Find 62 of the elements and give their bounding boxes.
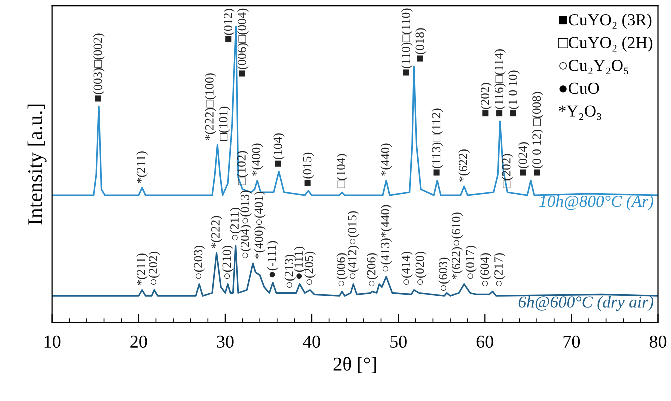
x-tick-label: 10 [44, 336, 61, 348]
annotation: ○(211) [230, 208, 242, 241]
x-tick-label: 40 [303, 336, 320, 348]
annotation: ●(111) [294, 247, 306, 280]
annotation: *(211) [136, 152, 148, 184]
annotation: ●CuO [560, 82, 600, 94]
series-label: 10h@800°C (Ar) [540, 195, 654, 211]
annotation: ■(110)□(110) [402, 8, 413, 76]
annotation: ■(116)□(114) [494, 50, 506, 117]
annotation: ○(213) [284, 254, 296, 288]
x-axis-title: 2θ [°] [334, 357, 376, 374]
annotation: ○(603) [438, 258, 450, 291]
annotation: □(104) [336, 154, 348, 188]
x-tick-label: 80 [650, 336, 667, 348]
y-axis-title: Intensity [a.u.] [28, 104, 47, 225]
series-label: 6h@600°C (dry air) [518, 296, 654, 312]
annotation: ■(006)□(004) [238, 8, 249, 77]
x-tick-label: 70 [564, 336, 580, 348]
annotation: ■(015) [302, 152, 314, 186]
annotation: ○(210) [222, 246, 234, 280]
annotation: ■(024) [518, 142, 530, 176]
annotation: ○(205) [304, 252, 316, 286]
annotation: ○(020) [415, 252, 427, 286]
annotation: ○(206) [366, 253, 378, 287]
annotation: ■CuYO₂ (3R) [559, 14, 652, 30]
annotation: ■(012) [224, 9, 235, 43]
annotation: ○(414) [402, 252, 413, 286]
annotation: ■(202) [480, 83, 492, 117]
x-tick-label: 50 [390, 336, 407, 348]
annotation: □(202) [502, 154, 514, 188]
annotation: ■(018) [415, 28, 427, 62]
annotation: ○(204)○(013) [240, 190, 252, 258]
annotation: ○(203) [194, 246, 206, 280]
annotation: *(222)□(100) [205, 74, 216, 140]
annotation: □(101) [218, 106, 230, 141]
annotation: ○(217) [494, 253, 506, 287]
annotation: ○(017) [466, 246, 477, 280]
annotation: *(400) [252, 144, 264, 176]
annotation: ●(-111) [267, 241, 279, 278]
annotation: *(622)○(610) [452, 212, 464, 280]
annotation: ○(413)*(440) [380, 205, 392, 272]
annotation: ○(412)○(015) [348, 211, 360, 280]
annotation: ■(1 0 10) [508, 70, 520, 117]
annotation: *(440) [380, 144, 392, 176]
annotation: *(211) [136, 254, 148, 286]
annotation: ■(0 0 12) □(008) [532, 92, 544, 176]
annotation: ○(006) [336, 253, 348, 287]
annotation: ■(113)□(112) [432, 108, 444, 176]
annotation: ○Cu₂Y₂O₅ [560, 60, 628, 75]
x-tick-label: 20 [130, 336, 148, 348]
annotation: *(400)○(401) [254, 192, 266, 259]
annotation: *Y₂O₃ [559, 106, 602, 120]
annotation: ○(604) [480, 253, 492, 287]
x-tick-label: 60 [476, 336, 494, 348]
annotation: □CuYO₂ (2H) [558, 36, 653, 52]
annotation: □(102) [237, 151, 248, 186]
annotation: *(622) [458, 150, 470, 182]
annotation: ■(104) [273, 134, 285, 167]
annotation: ○(202) [148, 252, 160, 286]
annotation: ■(003)□(002) [93, 34, 105, 102]
x-tick-label: 30 [217, 336, 234, 348]
annotation: *(222) [211, 216, 222, 248]
